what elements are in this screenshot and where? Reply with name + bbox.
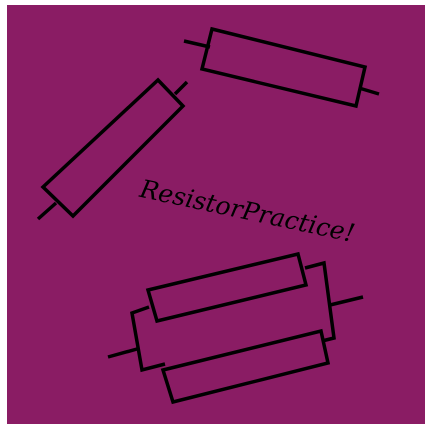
logo-artwork — [7, 5, 425, 424]
logo-tile: ResistorPractice! — [7, 5, 425, 424]
resistor-icon — [183, 26, 380, 109]
parallel-resistors-icon — [107, 251, 364, 405]
resistor-icon — [36, 77, 189, 221]
